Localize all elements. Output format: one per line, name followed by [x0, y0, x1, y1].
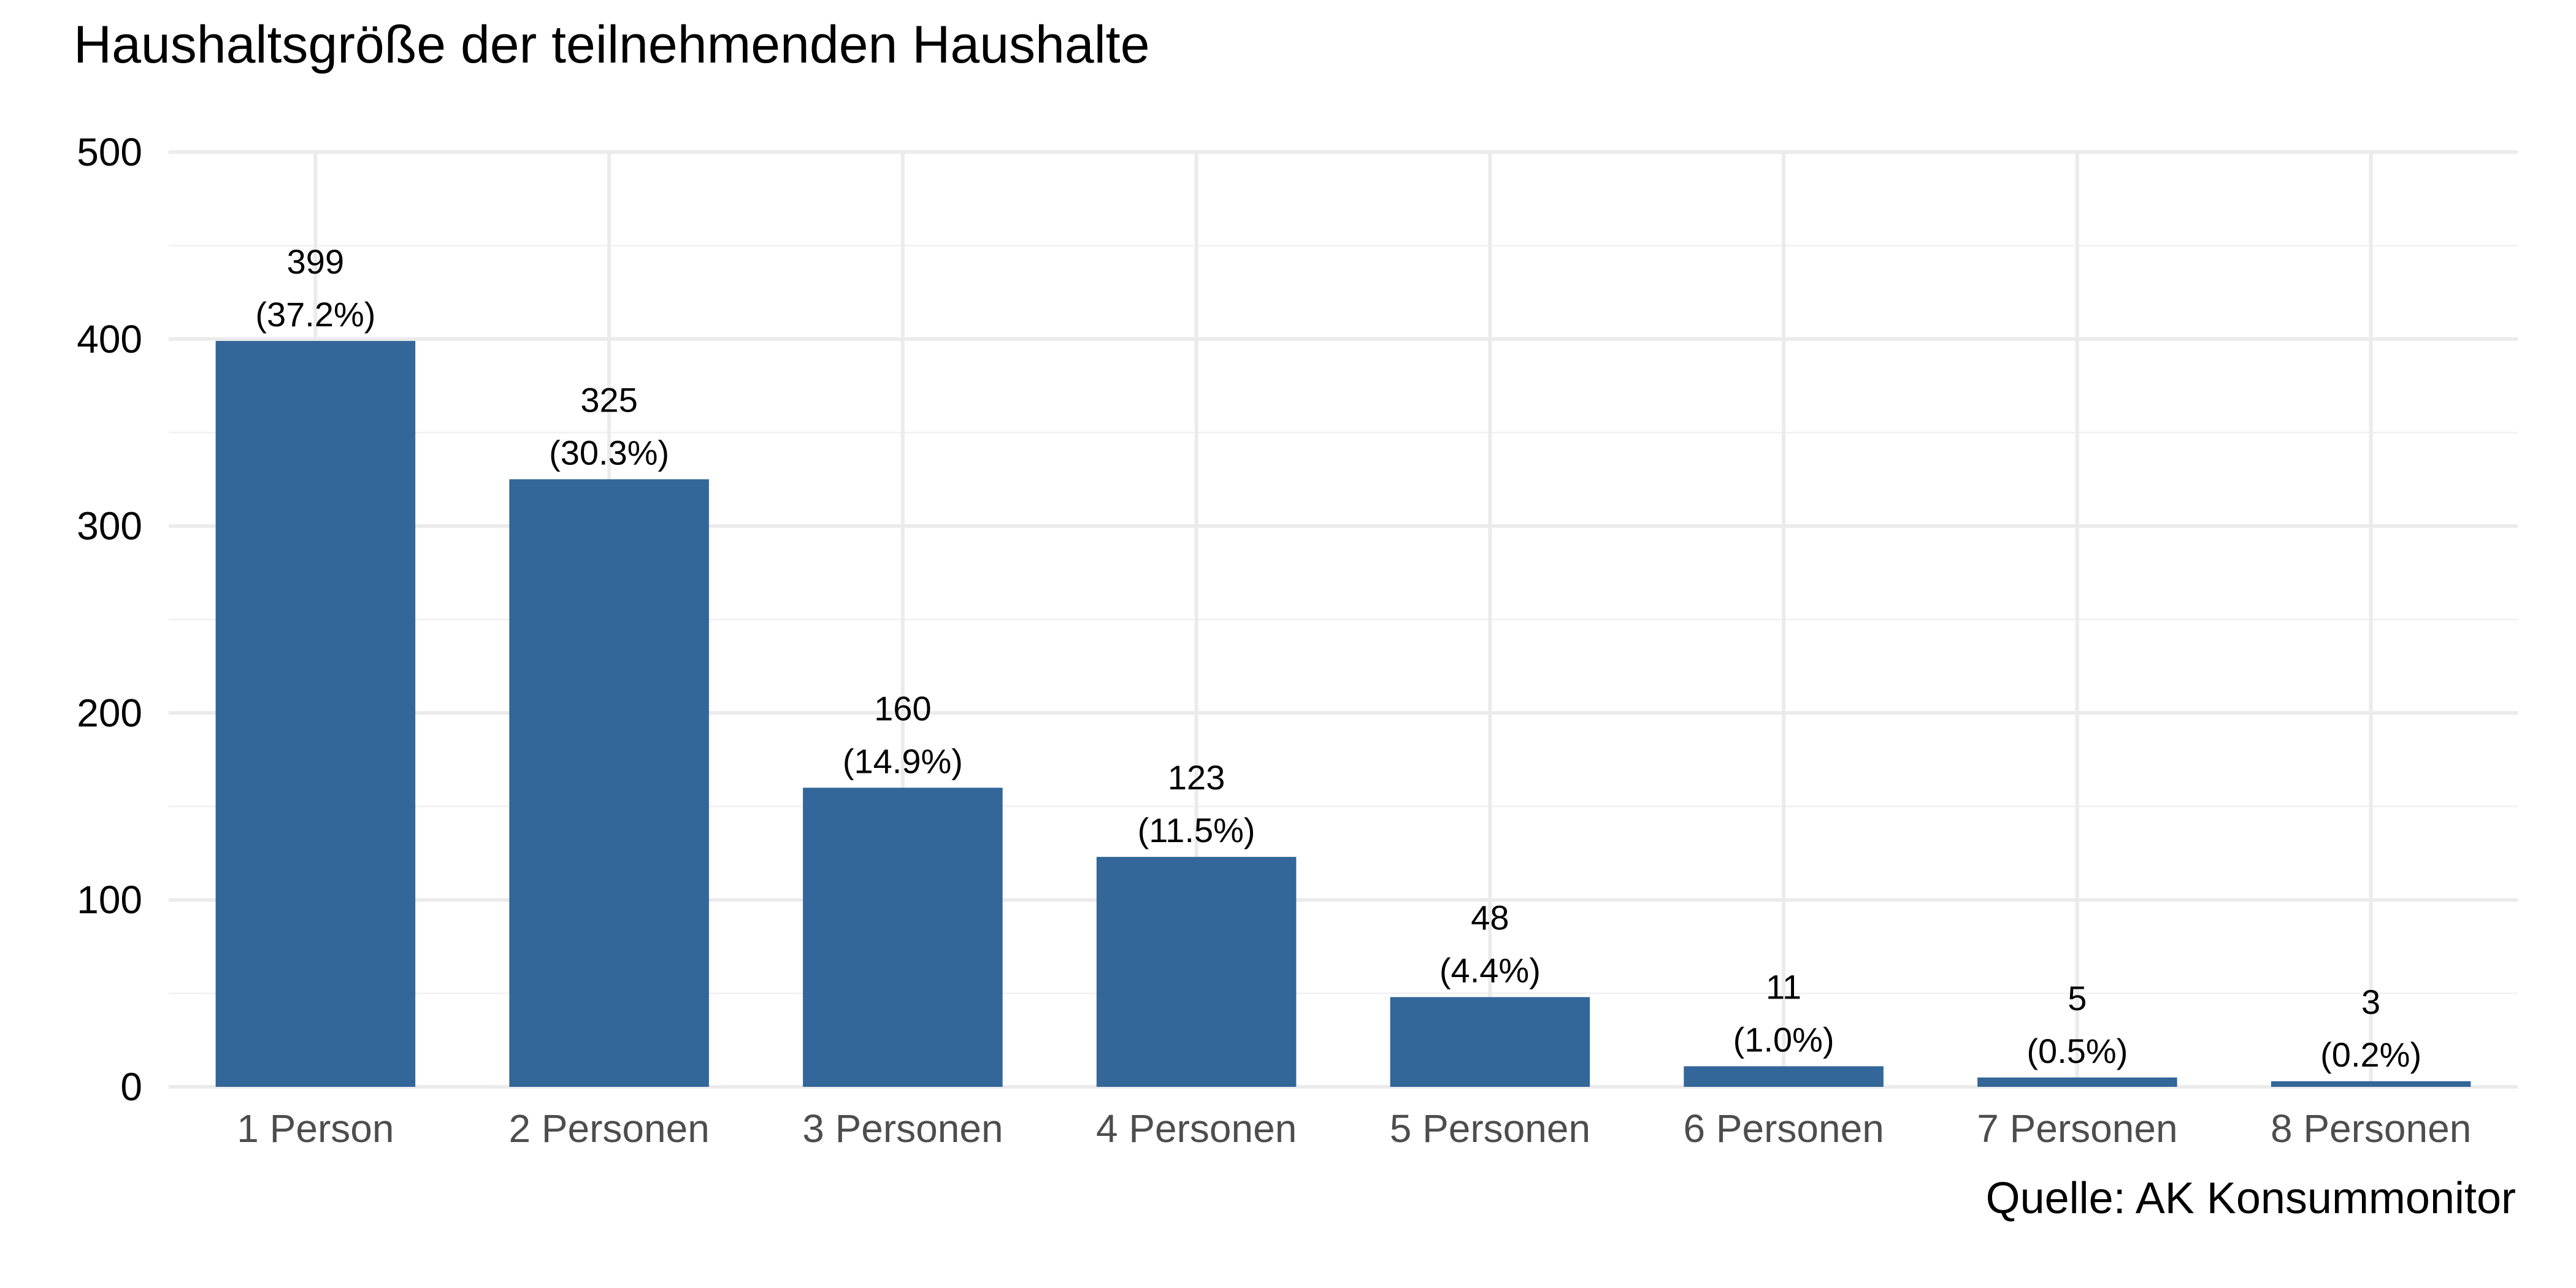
x-tick-label: 8 Personen [2271, 1106, 2471, 1151]
data-label-percent: (11.5%) [1138, 811, 1255, 849]
bar [215, 340, 416, 1087]
data-label-count: 399 [287, 242, 344, 281]
x-tick-label: 5 Personen [1390, 1106, 1590, 1151]
y-tick-label: 200 [77, 691, 142, 735]
data-label-count: 5 [2068, 979, 2087, 1018]
y-tick-label: 400 [77, 317, 142, 361]
x-tick-label: 4 Personen [1096, 1106, 1297, 1151]
data-label-percent: (30.3%) [549, 433, 669, 472]
x-tick-label: 2 Personen [508, 1106, 709, 1151]
data-label-count: 48 [1471, 899, 1509, 937]
data-label-percent: (14.9%) [843, 742, 963, 780]
bar [1096, 857, 1297, 1087]
data-label-percent: (37.2%) [255, 295, 375, 334]
y-tick-label: 500 [77, 130, 142, 174]
x-tick-label: 7 Personen [1977, 1106, 2177, 1151]
bar [803, 788, 1003, 1087]
chart-caption: Quelle: AK Konsummonitor [1986, 1174, 2516, 1223]
bars [215, 340, 2471, 1087]
bar [1977, 1077, 2177, 1087]
data-label-count: 11 [1766, 967, 1801, 1006]
data-label-count: 123 [1168, 758, 1225, 797]
y-tick-label: 100 [77, 878, 142, 922]
data-label-count: 325 [580, 380, 637, 419]
chart-title: Haushaltsgröße der teilnehmenden Haushal… [74, 15, 1150, 74]
y-axis: 0 100 200 300 400 500 [77, 130, 142, 1109]
data-label-percent: (0.2%) [2320, 1035, 2421, 1074]
data-labels: 399 (37.2%) 325 (30.3%) 160 (14.9%) 123 (11.5%)… [255, 242, 2421, 1074]
x-tick-label: 3 Personen [802, 1106, 1003, 1151]
x-tick-label: 1 Person [237, 1106, 394, 1151]
data-label-count: 160 [874, 689, 931, 727]
bar [509, 479, 709, 1087]
data-label-count: 3 [2361, 983, 2380, 1021]
x-axis: 1 Person 2 Personen 3 Personen 4 Personen 5 … [237, 1106, 2471, 1151]
y-tick-label: 300 [77, 504, 142, 548]
bar [2271, 1081, 2471, 1087]
bar [1390, 997, 1590, 1087]
bar [1684, 1066, 1884, 1087]
data-label-percent: (1.0%) [1733, 1020, 1834, 1059]
data-label-percent: (0.5%) [2026, 1032, 2128, 1070]
x-tick-label: 6 Personen [1683, 1106, 1884, 1151]
y-tick-label: 0 [120, 1065, 142, 1109]
data-label-percent: (4.4%) [1439, 951, 1541, 990]
